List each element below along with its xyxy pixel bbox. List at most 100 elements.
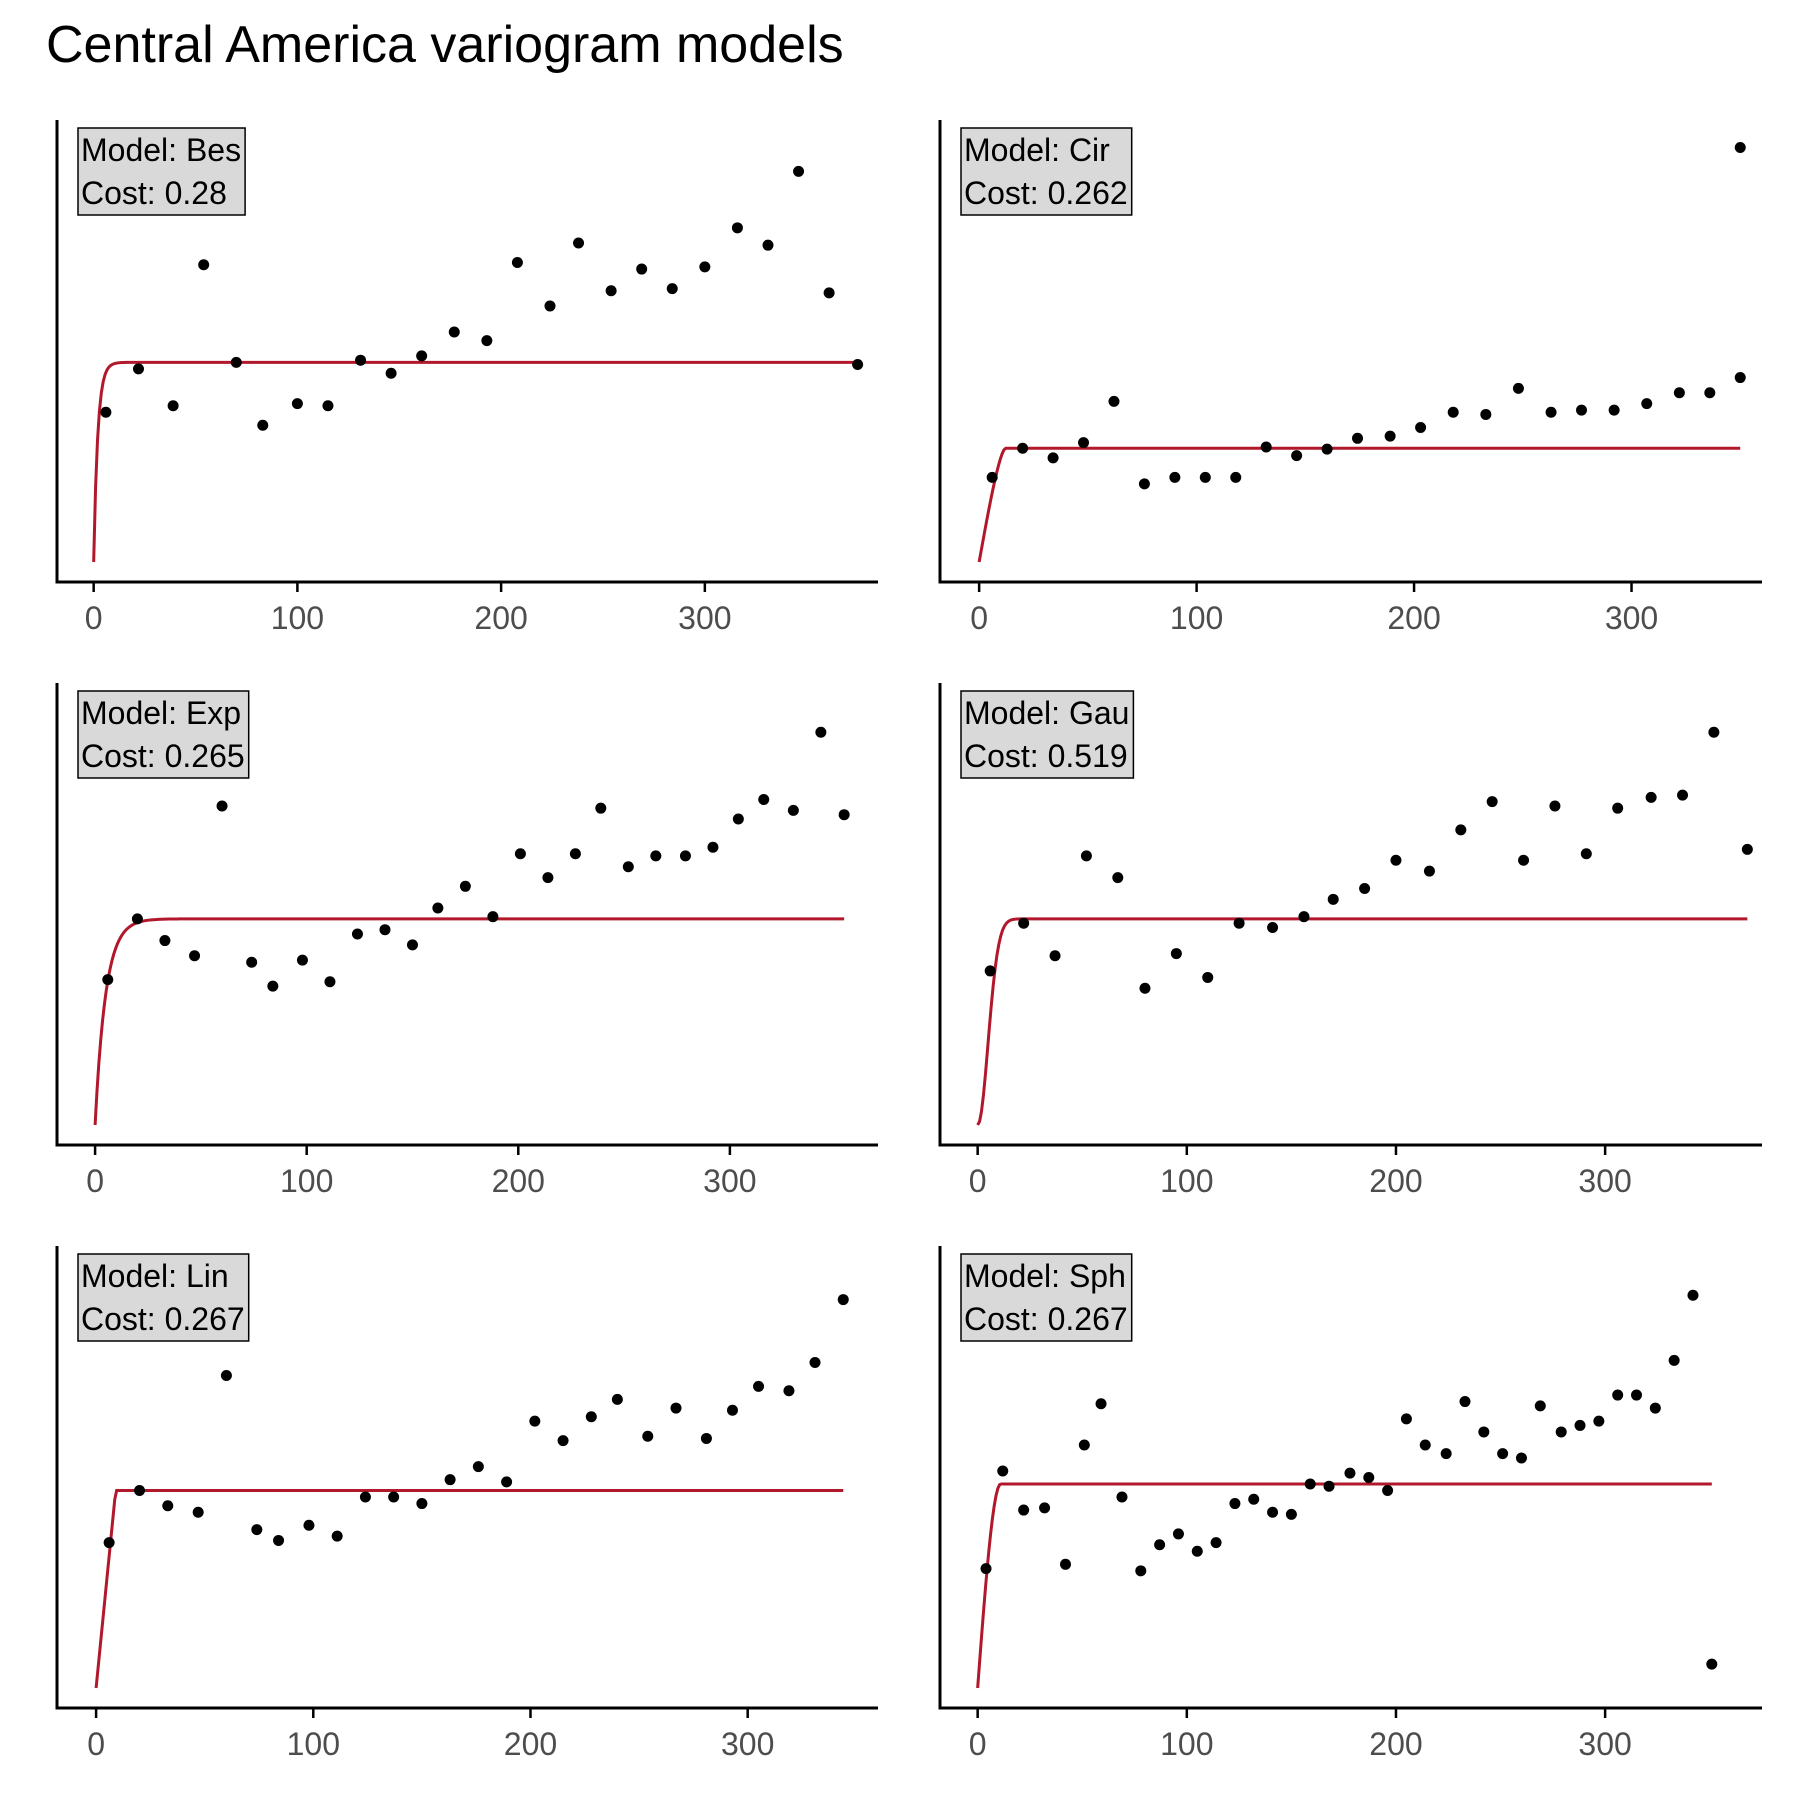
data-point (1734, 372, 1746, 384)
data-point (1631, 1389, 1642, 1401)
model-label-box: Model: Gau Cost: 0.519 (960, 690, 1135, 779)
model-line (93, 917, 845, 1126)
model-name-label: Model: Exp (81, 695, 241, 731)
data-point (100, 406, 112, 418)
model-cost-label: Cost: 0.519 (964, 738, 1128, 774)
data-point (511, 257, 523, 269)
variogram-panel-5: 0 100 200 300 Model: Lin Cost: 0.267 (55, 1246, 878, 1762)
data-point (1170, 948, 1182, 960)
x-tick-label: 300 (1578, 1726, 1631, 1762)
data-point (611, 1393, 623, 1405)
data-point (1534, 1400, 1546, 1412)
data-point (838, 809, 850, 821)
data-point (1447, 406, 1459, 418)
data-point (472, 1461, 484, 1473)
data-point (1049, 950, 1061, 962)
data-point (162, 1500, 174, 1512)
data-point (379, 924, 391, 936)
x-tick-label: 100 (280, 1163, 333, 1199)
data-point (726, 1404, 738, 1416)
data-point (1304, 1478, 1316, 1490)
model-line (92, 360, 858, 563)
data-point (707, 841, 719, 853)
data-point (1574, 1419, 1586, 1431)
data-point (1384, 430, 1396, 442)
data-point (1285, 1508, 1297, 1520)
data-point (793, 165, 805, 177)
x-tick-label: 300 (703, 1163, 756, 1199)
data-point (1363, 1472, 1375, 1484)
data-point (359, 1491, 371, 1503)
label-box-bg (77, 127, 246, 216)
data-point (1047, 452, 1059, 464)
model-label-box: Model: Cir Cost: 0.262 (960, 127, 1133, 216)
x-tick-label: 0 (86, 1163, 104, 1199)
data-point (1323, 1480, 1335, 1492)
model-line (976, 1482, 1712, 1689)
variogram-panel-1: 0 100 200 300 Model: Bes Cost: 0.28 (55, 120, 878, 636)
data-point (459, 880, 471, 892)
data-point (666, 283, 678, 295)
x-tick-label: 0 (85, 600, 103, 636)
data-point (1645, 791, 1657, 803)
data-point (605, 285, 617, 297)
model-name-label: Model: Lin (81, 1258, 229, 1294)
variogram-panel-6: 0 100 200 300 Model: Sph Cost: 0.267 (938, 1246, 1762, 1762)
data-point (573, 237, 585, 249)
x-tick-label: 100 (1170, 600, 1223, 636)
data-point (1641, 398, 1653, 410)
x-tick-label: 0 (87, 1726, 105, 1762)
data-point (823, 287, 835, 299)
data-point (1108, 395, 1120, 407)
data-point (852, 359, 864, 371)
data-point (700, 1432, 712, 1444)
data-point (291, 398, 303, 410)
x-tick-label: 0 (969, 1726, 987, 1762)
data-point (1154, 1539, 1166, 1551)
data-point (385, 367, 397, 379)
data-point (230, 356, 242, 368)
data-point (246, 956, 258, 968)
data-point (220, 1370, 232, 1382)
data-point (753, 1380, 765, 1392)
data-point (416, 1498, 428, 1510)
data-point (514, 848, 526, 860)
data-point (1298, 911, 1310, 923)
data-point (416, 350, 428, 362)
x-tick-label: 300 (1578, 1163, 1631, 1199)
data-point (444, 1474, 456, 1486)
label-box-bg (960, 690, 1135, 779)
data-point (815, 726, 827, 738)
data-point (1017, 442, 1029, 454)
x-tick-label: 200 (492, 1163, 545, 1199)
x-tick-label: 200 (1369, 1163, 1422, 1199)
data-point (980, 1563, 992, 1575)
data-point (1169, 471, 1181, 483)
data-point (1191, 1545, 1203, 1557)
data-point (837, 1294, 849, 1306)
data-point (1576, 404, 1588, 416)
data-point (1291, 450, 1303, 462)
data-point (1078, 1439, 1090, 1451)
data-point (622, 861, 634, 873)
data-point (102, 974, 114, 986)
data-point (388, 1491, 400, 1503)
model-name-label: Model: Sph (964, 1258, 1126, 1294)
data-point (1612, 802, 1624, 814)
data-point (731, 222, 743, 234)
model-name-label: Model: Bes (81, 132, 241, 168)
data-point (758, 794, 770, 805)
data-point (1649, 1402, 1661, 1414)
data-point (1668, 1354, 1680, 1366)
x-tick-label: 200 (1387, 600, 1440, 636)
data-point (1248, 1493, 1260, 1505)
data-point (1580, 848, 1592, 860)
data-point (1549, 800, 1561, 812)
data-point (670, 1402, 682, 1414)
x-tick-label: 200 (474, 600, 527, 636)
data-point (331, 1530, 343, 1542)
data-point (1116, 1491, 1128, 1503)
data-point (322, 400, 334, 412)
data-point (487, 911, 499, 923)
data-point (1741, 843, 1753, 855)
